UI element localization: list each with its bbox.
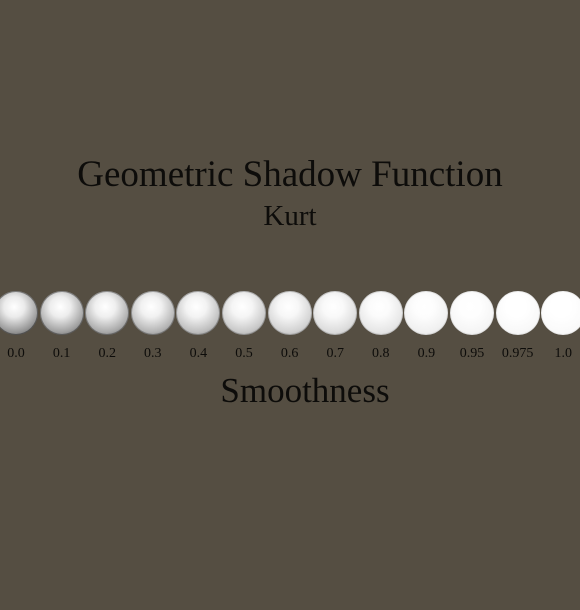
sphere-0.1 [39,291,84,335]
sphere-0.0 [0,291,38,335]
sphere-1.0 [541,291,580,335]
sphere-label: 0.8 [372,346,390,361]
sphere-label: 0.95 [459,346,485,361]
sphere-label: 0.7 [326,346,344,361]
sphere-0.2 [85,291,130,335]
sphere-label: 0.3 [144,346,162,361]
sphere-label: 0.4 [189,346,208,361]
sphere-label: 0.5 [235,346,253,361]
sphere-0.7 [313,291,358,335]
sphere-0.95 [450,291,494,335]
page-subtitle: Kurt [263,200,317,232]
sphere-label: 0.0 [7,346,25,361]
page-title: Geometric Shadow Function [77,154,503,195]
sphere-label: 0.2 [98,346,116,361]
sphere-0.3 [130,291,175,335]
sphere-0.5 [222,291,266,335]
axis-label: Smoothness [220,371,390,410]
sphere-label: 0.9 [417,346,436,361]
sphere-0.8 [358,291,403,335]
sphere-0.9 [404,291,449,335]
sphere-label: 0.975 [501,346,534,361]
sphere-0.6 [267,291,312,335]
sphere-label: 1.0 [554,346,572,361]
sphere-0.4 [176,291,221,335]
sphere-0.975 [495,291,540,335]
sphere-label: 0.6 [280,346,299,361]
sphere-label: 0.1 [52,346,71,361]
